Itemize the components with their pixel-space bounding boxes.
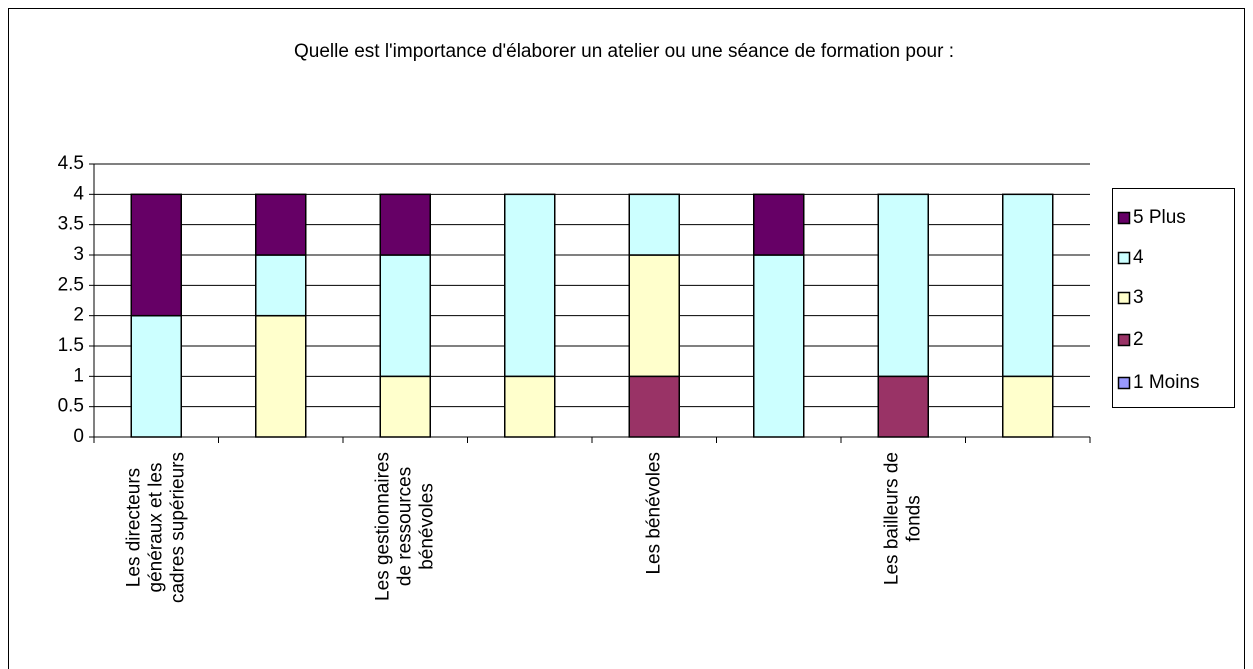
x-tick-label-line: généraux et les: [145, 463, 166, 593]
x-tick-label-line: Les directeurs: [123, 468, 144, 587]
x-tick-label-line: bénévoles: [416, 483, 437, 570]
bar-segment: [255, 193, 307, 256]
y-tick-label: 0: [73, 426, 84, 447]
legend-label: 5 Plus: [1133, 207, 1186, 228]
bar-segment: [504, 193, 556, 378]
x-tick-label-line: Les gestionnaires: [372, 452, 393, 601]
x-tick-label-line: fonds: [903, 495, 924, 541]
x-tick-label: Les bailleurs defonds: [881, 452, 924, 585]
bar-segment: [379, 375, 431, 438]
x-tick-label: Les directeursgénéraux et lescadres supé…: [123, 452, 188, 603]
bar-segment: [628, 193, 680, 256]
x-tick-label: Les gestionnairesde ressourcesbénévoles: [372, 452, 437, 601]
bar-segment: [753, 193, 805, 256]
legend-swatch: [1117, 251, 1131, 265]
legend-swatch: [1117, 211, 1131, 225]
chart-title: Quelle est l'importance d'élaborer un at…: [294, 41, 954, 62]
bar-segment: [628, 375, 680, 438]
y-tick-label: 2.5: [58, 274, 84, 295]
legend-swatch: [1117, 291, 1131, 305]
legend-swatch: [1117, 376, 1131, 390]
y-tick-label: 4.5: [58, 153, 84, 174]
x-tick-label-line: Les bénévoles: [643, 452, 664, 575]
bar-segment: [1002, 193, 1054, 378]
bar-segment: [255, 254, 307, 317]
bar-segment: [130, 314, 182, 438]
y-tick-label: 0.5: [58, 396, 84, 417]
y-tick-label: 4: [73, 183, 84, 204]
bar-segment: [1002, 375, 1054, 438]
y-tick-label: 2: [73, 305, 84, 326]
x-tick-label-line: de ressources: [394, 467, 415, 586]
bar-segment: [130, 193, 182, 317]
legend-label: 3: [1133, 287, 1144, 308]
bar-segment: [753, 254, 805, 438]
legend-label: 1 Moins: [1133, 372, 1200, 393]
legend-label: 2: [1133, 329, 1144, 350]
bar-segment: [628, 254, 680, 378]
x-tick-label: Les bénévoles: [643, 452, 664, 575]
bar-segment: [379, 254, 431, 378]
y-tick-label: 1: [73, 365, 84, 386]
y-tick-label: 3.5: [58, 214, 84, 235]
y-tick-label: 1.5: [58, 335, 84, 356]
bar-segment: [877, 375, 929, 438]
bar-segment: [255, 314, 307, 438]
bar-segment: [379, 193, 431, 256]
x-tick-label-line: Les bailleurs de: [881, 452, 902, 585]
bar-segment: [877, 193, 929, 378]
x-tick-label-line: cadres supérieurs: [167, 452, 188, 603]
bar-segment: [504, 375, 556, 438]
legend-label: 4: [1133, 247, 1144, 268]
legend-swatch: [1117, 333, 1131, 347]
legend-box: [1112, 188, 1235, 408]
y-tick-label: 3: [73, 244, 84, 265]
chart-border: [8, 8, 1245, 669]
